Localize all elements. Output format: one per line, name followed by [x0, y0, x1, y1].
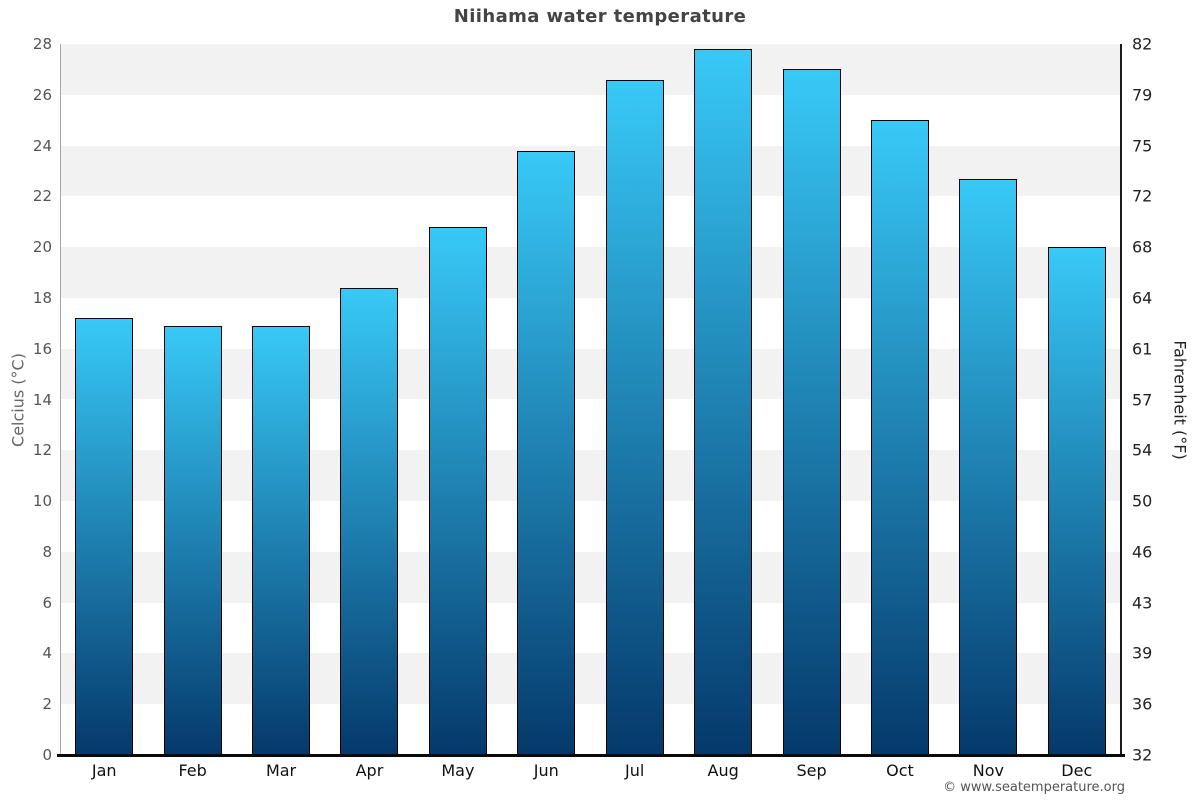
y-tick-celsius-8: 8 [42, 542, 52, 561]
x-label-nov: Nov [972, 761, 1004, 780]
x-label-aug: Aug [707, 761, 739, 780]
bar-aug [694, 49, 753, 755]
y-tick-celsius-22: 22 [32, 187, 52, 206]
bar-jun [517, 150, 576, 755]
grid-band [60, 297, 1121, 349]
x-label-jan: Jan [91, 761, 117, 780]
y-tick-fahrenheit-68: 68 [1132, 237, 1153, 257]
bar-mar [252, 325, 311, 755]
y-tick-fahrenheit-64: 64 [1132, 288, 1153, 308]
grid-band [60, 704, 1121, 755]
grid-band [60, 653, 1121, 705]
bar-dec [1047, 247, 1106, 755]
y-tick-celsius-14: 14 [32, 390, 52, 409]
x-label-apr: Apr [355, 761, 384, 780]
y-tick-celsius-0: 0 [42, 746, 52, 764]
y-tick-celsius-2: 2 [42, 695, 52, 714]
y-tick-celsius-10: 10 [32, 492, 52, 511]
bar-feb [163, 325, 222, 755]
bar-jul [605, 79, 664, 755]
x-label-oct: Oct [886, 761, 914, 780]
y-tick-fahrenheit-82: 82 [1132, 34, 1153, 54]
y-axis-line-right [1120, 44, 1122, 755]
bar-apr [340, 287, 399, 755]
y-tick-fahrenheit-32: 32 [1132, 745, 1153, 765]
y-tick-fahrenheit-43: 43 [1132, 593, 1153, 613]
bar-sep [782, 69, 841, 755]
y-tick-fahrenheit-72: 72 [1132, 186, 1153, 206]
x-label-may: May [441, 761, 475, 780]
y-axis-line-left [60, 44, 61, 755]
grid-band [60, 44, 1121, 95]
y-tick-fahrenheit-46: 46 [1132, 542, 1153, 562]
grid-band [60, 450, 1121, 502]
y-tick-celsius-6: 6 [42, 593, 52, 612]
grid-band [60, 348, 1121, 400]
y-tick-fahrenheit-39: 39 [1132, 643, 1153, 663]
grid-band [60, 94, 1121, 146]
grid-band [60, 145, 1121, 197]
bar-nov [959, 178, 1018, 755]
bar-oct [870, 120, 929, 755]
y-tick-celsius-18: 18 [32, 288, 52, 307]
grid-band [60, 602, 1121, 654]
y-tick-fahrenheit-50: 50 [1132, 491, 1153, 511]
x-label-dec: Dec [1061, 761, 1093, 780]
grid-band [60, 551, 1121, 603]
y-tick-fahrenheit-79: 79 [1132, 85, 1153, 105]
bar-may [428, 226, 487, 755]
x-label-mar: Mar [265, 761, 297, 780]
y-tick-fahrenheit-57: 57 [1132, 390, 1153, 409]
footer-credit: © www.seatemperature.org [943, 780, 1125, 795]
y-tick-celsius-24: 24 [32, 136, 52, 155]
y-tick-fahrenheit-36: 36 [1132, 694, 1153, 714]
y-tick-celsius-28: 28 [32, 35, 52, 53]
y-tick-celsius-12: 12 [32, 441, 52, 460]
y-tick-fahrenheit-75: 75 [1132, 136, 1153, 156]
y-tick-celsius-16: 16 [32, 339, 52, 358]
y-tick-fahrenheit-61: 61 [1132, 339, 1153, 359]
x-label-jul: Jul [625, 761, 645, 780]
x-label-feb: Feb [178, 761, 207, 780]
x-label-sep: Sep [796, 761, 827, 780]
y-tick-celsius-4: 4 [42, 644, 52, 663]
x-label-jun: Jun [533, 761, 559, 780]
x-axis-line [57, 754, 1125, 757]
y-tick-celsius-26: 26 [32, 85, 52, 104]
chart-title: Niihama water temperature [453, 6, 747, 27]
grid-band [60, 399, 1121, 451]
plot-area [60, 44, 1121, 755]
bar-jan [75, 318, 134, 755]
grid-band [60, 196, 1121, 248]
grid-band [60, 247, 1121, 298]
grid-band [60, 501, 1121, 552]
y-tick-celsius-20: 20 [32, 238, 52, 257]
y-tick-fahrenheit-54: 54 [1132, 440, 1153, 460]
